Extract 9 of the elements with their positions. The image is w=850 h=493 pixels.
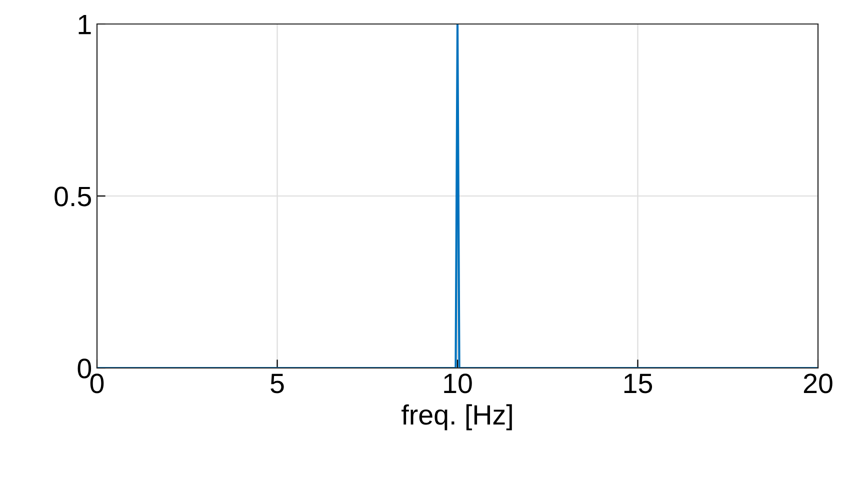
x-tick-label: 15	[624, 374, 652, 394]
y-tick-label: 1	[78, 14, 91, 34]
x-tick-label: 20	[804, 374, 832, 394]
y-tick-label: 0	[78, 358, 92, 378]
x-axis-title: freq. [Hz]	[402, 404, 512, 430]
x-tick-label: 0	[90, 374, 104, 394]
y-tick-label: 0.5	[54, 186, 91, 206]
x-tick-label: 5	[270, 374, 284, 394]
x-tick-label: 10	[444, 374, 472, 394]
